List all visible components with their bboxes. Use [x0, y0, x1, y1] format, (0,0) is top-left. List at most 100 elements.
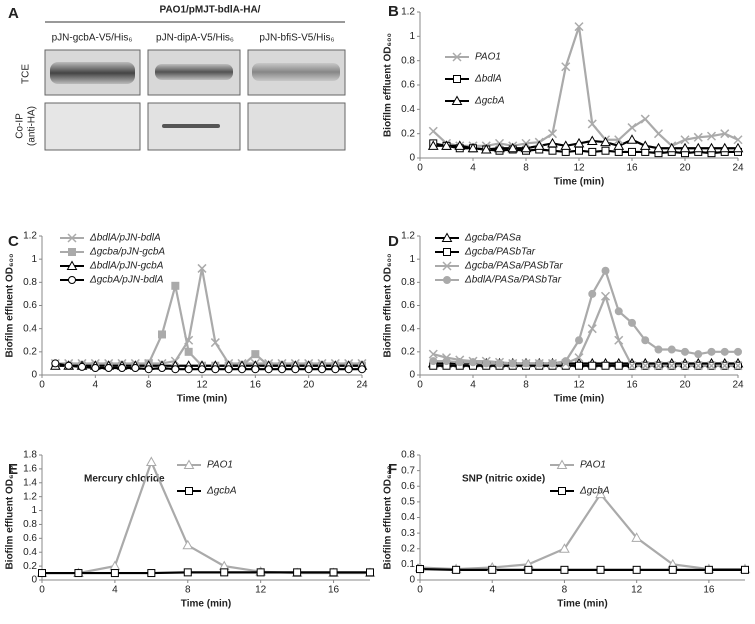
marker — [668, 565, 677, 574]
marker — [706, 361, 717, 371]
panel-letter: C — [8, 233, 19, 250]
x-tick-label: 4 — [470, 163, 476, 174]
marker — [144, 365, 153, 374]
marker — [720, 347, 729, 356]
marker — [184, 335, 194, 345]
marker — [318, 365, 326, 374]
legend-label: PAO1 — [207, 460, 233, 471]
marker — [614, 361, 623, 370]
marker — [693, 361, 703, 371]
x-tick-label: 24 — [732, 163, 744, 174]
marker — [488, 565, 497, 574]
y-tick-label: 0.1 — [401, 559, 415, 570]
x-tick-label: 8 — [523, 163, 529, 174]
x-tick-label: 0 — [417, 585, 423, 596]
marker — [588, 147, 597, 156]
marker — [632, 565, 641, 574]
y-tick-label: 1.2 — [23, 491, 37, 502]
legend-marker — [558, 487, 566, 495]
row-label: TCE — [21, 64, 32, 84]
marker — [548, 359, 557, 368]
marker — [198, 365, 206, 374]
marker — [626, 134, 638, 144]
panel-letter: E — [8, 461, 18, 478]
marker — [733, 361, 743, 371]
x-tick-label: 12 — [631, 585, 643, 596]
legend-marker — [68, 276, 76, 284]
marker — [547, 137, 558, 148]
y-tick-label: 1.2 — [401, 7, 415, 18]
marker — [653, 361, 664, 371]
panel-letter: B — [388, 3, 399, 20]
band — [50, 62, 135, 84]
marker — [158, 330, 166, 339]
y-axis-title: Biofilm effluent OD₆₀₀ — [383, 465, 394, 569]
marker — [329, 568, 338, 577]
annotation: Mercury chloride — [84, 474, 165, 485]
marker — [331, 365, 340, 374]
y-tick-label: 1 — [409, 31, 415, 42]
y-tick-label: 0.2 — [23, 561, 37, 572]
x-tick-label: 4 — [470, 380, 476, 391]
x-tick-label: 12 — [196, 380, 208, 391]
marker — [278, 365, 286, 374]
panel-letter: D — [388, 233, 399, 250]
marker — [720, 129, 730, 139]
marker — [51, 359, 60, 368]
marker — [482, 359, 491, 368]
marker — [454, 140, 466, 150]
legend-marker — [452, 52, 462, 62]
y-tick-label: 0.4 — [401, 104, 415, 115]
marker — [182, 539, 194, 550]
marker — [171, 281, 180, 290]
marker — [654, 345, 663, 354]
marker — [561, 62, 571, 72]
legend-label: PAO1 — [475, 52, 501, 63]
x-tick-label: 20 — [679, 163, 691, 174]
marker — [575, 361, 583, 370]
marker — [533, 140, 545, 150]
marker — [639, 140, 651, 150]
x-tick-label: 12 — [573, 163, 585, 174]
legend-marker — [556, 459, 568, 469]
legend-label: ΔgcbA — [579, 486, 610, 497]
marker — [251, 350, 260, 359]
x-tick-label: 20 — [303, 380, 315, 391]
marker — [596, 565, 605, 574]
x-tick-label: 0 — [417, 163, 423, 174]
marker — [679, 142, 691, 153]
y-tick-label: 1 — [31, 505, 37, 516]
marker — [293, 568, 302, 577]
marker — [575, 336, 583, 345]
row-label: Co-IP — [15, 113, 26, 139]
legend-label: ΔbdlA — [474, 74, 502, 85]
marker — [520, 142, 532, 153]
marker — [601, 361, 610, 370]
x-tick-label: 12 — [255, 585, 267, 596]
x-axis-title: Time (min) — [177, 394, 227, 405]
y-axis-title: Biofilm effluent OD₆₀₀ — [383, 253, 394, 357]
y-axis-title: Biofilm effluent OD₆₀₀ — [5, 465, 16, 569]
y-axis-title: Biofilm effluent OD₆₀₀ — [383, 33, 394, 137]
marker — [595, 488, 606, 499]
legend-marker — [185, 487, 193, 495]
y-tick-label: 0.2 — [401, 543, 415, 554]
x-axis-title: Time (min) — [554, 394, 604, 405]
series-line — [433, 138, 738, 151]
x-tick-label: 16 — [328, 585, 340, 596]
marker — [588, 361, 597, 370]
marker — [508, 359, 517, 368]
x-tick-label: 16 — [250, 380, 262, 391]
y-tick-label: 1.6 — [23, 464, 37, 475]
marker — [627, 123, 637, 133]
blot-image — [247, 102, 346, 151]
legend-label: ΔgcbA/pJN-bdlA — [89, 275, 164, 286]
marker — [118, 364, 126, 373]
y-tick-label: 0.2 — [401, 128, 415, 139]
marker — [588, 289, 597, 298]
marker — [560, 140, 572, 150]
marker — [667, 361, 677, 371]
marker — [184, 347, 193, 356]
marker — [587, 119, 597, 129]
